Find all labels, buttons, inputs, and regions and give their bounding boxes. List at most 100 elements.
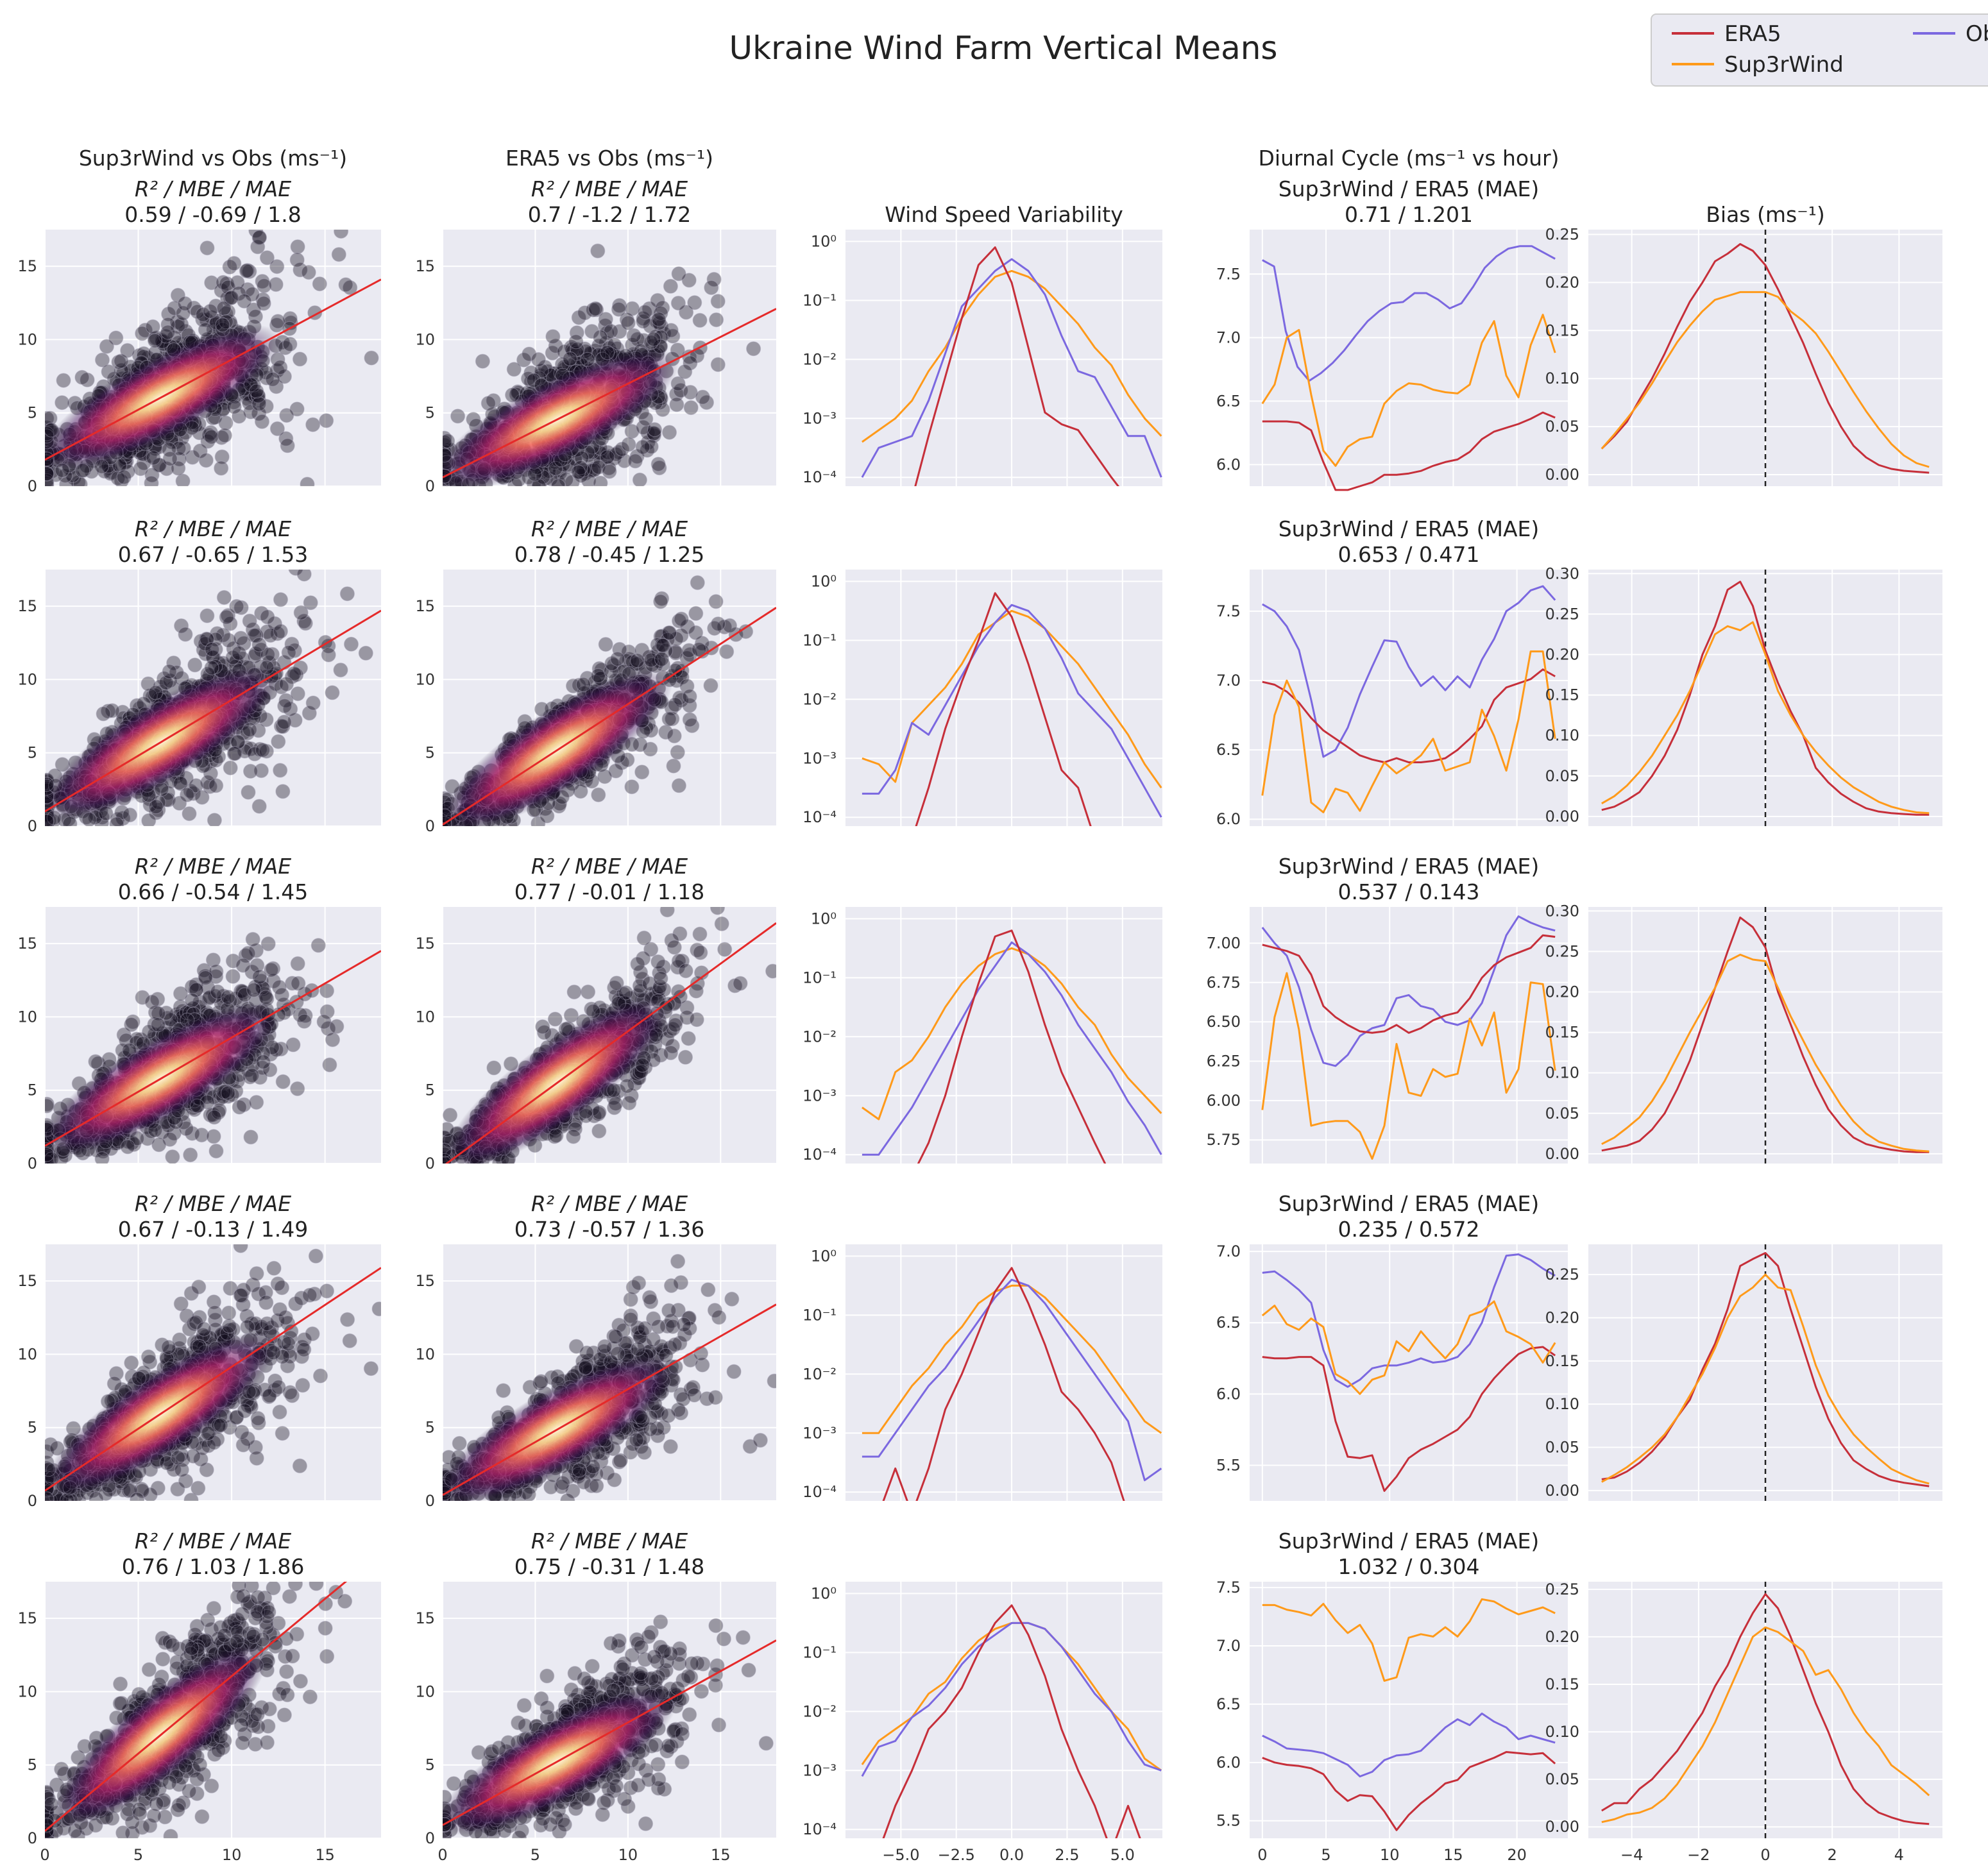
scatter-point [651, 654, 667, 669]
scatter-point [650, 637, 665, 652]
scatter-point [688, 605, 704, 622]
scatter-point [619, 312, 634, 327]
scatter-point [653, 629, 668, 644]
scatter-point [259, 250, 275, 266]
scatter-point [573, 784, 588, 799]
scatter-ytick-label: 0 [28, 1155, 37, 1172]
scatter-point [629, 448, 645, 464]
scatter-point [582, 346, 599, 362]
scatter-point [606, 657, 622, 673]
scatter-point [141, 1024, 157, 1040]
bias-ytick-label: 0.30 [1545, 564, 1579, 582]
diurnal-line-obs [1262, 585, 1556, 758]
scatter-point [565, 475, 580, 486]
diurnal-ytick-label: 6.0 [1216, 810, 1241, 828]
scatter-point [90, 1056, 106, 1071]
scatter-point [296, 1013, 312, 1029]
scatter-ytick-label: 15 [17, 257, 37, 275]
diurnal-ytick-label: 6.0 [1216, 455, 1241, 473]
scatter-point [219, 609, 234, 625]
scatter-point [216, 988, 232, 1004]
scatter-ytick-label: 5 [28, 1081, 37, 1099]
scatter-point [640, 425, 656, 441]
scatter-point [282, 336, 298, 352]
scatter-point [185, 786, 201, 801]
scatter-point [141, 813, 157, 826]
scatter-point [151, 795, 166, 810]
scatter-point [178, 627, 193, 642]
scatter-point [45, 1098, 55, 1113]
scatter-point [120, 1139, 135, 1155]
scatter-point [719, 644, 735, 659]
scatter-point [223, 760, 238, 775]
scatter-point [289, 402, 305, 417]
scatter-ytick-label: 10 [17, 1008, 37, 1026]
diurnal-metric-values: 0.71 / 1.201 [1345, 202, 1473, 227]
fit-line [45, 609, 381, 813]
scatter-point [152, 457, 167, 473]
scatter-point [554, 357, 570, 372]
scatter-point [593, 453, 609, 469]
scatter-point [650, 292, 665, 308]
scatter-point [275, 784, 291, 799]
scatter-point [653, 329, 668, 345]
scatter-point [94, 1151, 110, 1164]
scatter-point [688, 625, 704, 641]
scatter-point [166, 1126, 182, 1141]
scatter-point [305, 695, 321, 711]
scatter-point [571, 310, 586, 325]
scatter-point [293, 262, 308, 278]
scatter-point [550, 474, 566, 486]
scatter-point [142, 448, 157, 464]
scatter-point [243, 404, 259, 419]
scatter-point [614, 755, 630, 770]
scatter-point [45, 466, 55, 482]
scatter-point [331, 247, 346, 262]
scatter-point [552, 465, 568, 480]
scatter-point [225, 1087, 240, 1103]
scatter-point [135, 326, 150, 341]
scatter-point [162, 1131, 178, 1147]
scatter-point [256, 981, 271, 997]
scatter-points [443, 907, 776, 1164]
diurnal-line-sup3r [1261, 314, 1556, 467]
scatter-point [283, 701, 298, 717]
scatter-ytick-label: 5 [425, 404, 435, 422]
scatter-point [222, 259, 237, 275]
scatter-point [251, 396, 267, 412]
scatter-point [162, 442, 177, 457]
scatter-point [243, 741, 259, 757]
scatter-point [262, 1062, 278, 1078]
scatter-point [162, 673, 178, 688]
metric-values-sup3r: 0.67 / -0.65 / 1.53 [118, 542, 309, 567]
scatter-ytick-label: 10 [17, 670, 37, 688]
scatter-point [218, 415, 234, 431]
scatter-point [233, 631, 248, 646]
scatter-points [45, 230, 381, 486]
scatter-point [212, 1103, 227, 1118]
scatter-point [630, 332, 645, 347]
scatter-point [236, 1097, 251, 1112]
scatter-point [122, 807, 138, 823]
scatter-point [244, 287, 260, 302]
scatter-point [45, 1155, 55, 1164]
scatter-point [185, 1126, 200, 1141]
scatter-point [171, 1008, 187, 1024]
scatter-point [655, 638, 671, 653]
scatter-point [259, 990, 274, 1005]
scatter-point [160, 792, 176, 808]
scatter-point [66, 470, 81, 486]
scatter-point [251, 393, 267, 408]
scatter-point [573, 350, 590, 366]
scatter-point [192, 994, 208, 1010]
scatter-point [80, 372, 95, 387]
variability-ytick-label: 10⁻² [803, 690, 837, 708]
scatter-point [259, 743, 274, 759]
scatter-point [316, 1014, 332, 1029]
scatter-point [251, 637, 267, 652]
scatter-point [132, 348, 147, 363]
scatter-point [225, 953, 241, 969]
scatter-point [293, 605, 309, 620]
scatter-point [682, 698, 697, 713]
scatter-point [136, 455, 151, 471]
